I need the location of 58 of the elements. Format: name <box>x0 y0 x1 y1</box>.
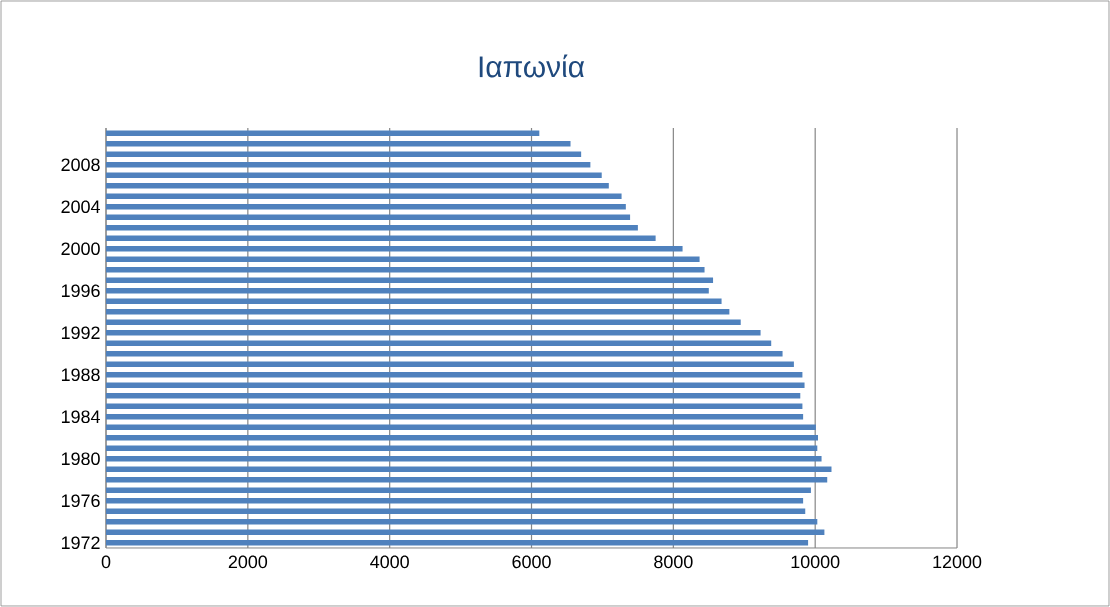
bar <box>106 203 626 210</box>
bar <box>106 287 709 294</box>
bar <box>106 277 714 283</box>
bar <box>106 319 741 325</box>
bar <box>106 140 571 147</box>
bar <box>106 130 540 136</box>
bar <box>106 445 818 451</box>
bar <box>106 329 761 336</box>
x-tick-label: 4000 <box>370 555 409 569</box>
bar <box>106 424 816 430</box>
bar <box>106 151 582 157</box>
bar <box>106 266 705 273</box>
bar <box>106 224 638 231</box>
bar <box>106 308 730 315</box>
y-tick-label: 2000 <box>61 242 100 256</box>
bar <box>106 350 783 357</box>
bar <box>106 518 818 525</box>
bar <box>106 361 794 367</box>
x-tick-label: 12000 <box>933 555 982 569</box>
bar <box>106 497 804 504</box>
x-tick-label: 8000 <box>654 555 693 569</box>
bar <box>106 371 803 378</box>
y-tick-label: 1992 <box>61 326 100 340</box>
x-tick-label: 10000 <box>791 555 840 569</box>
bar <box>106 529 825 535</box>
bar <box>106 298 722 304</box>
bar <box>106 434 819 441</box>
bar <box>106 182 609 189</box>
bar <box>106 235 656 241</box>
bar <box>106 193 622 199</box>
y-tick-label: 1980 <box>61 452 100 466</box>
y-tick-label: 2004 <box>61 200 100 214</box>
bar <box>106 245 683 252</box>
chart-title: Ιαπωνία <box>479 54 585 78</box>
bar <box>106 466 832 472</box>
y-tick-label: 1984 <box>61 410 100 424</box>
x-tick-label: 6000 <box>512 555 551 569</box>
bar <box>106 382 805 388</box>
y-tick-label: 1996 <box>61 284 100 298</box>
bar <box>106 161 591 168</box>
bar <box>106 455 822 462</box>
bar <box>106 476 828 483</box>
bar <box>106 392 801 399</box>
bar <box>106 256 700 262</box>
y-tick-label: 1976 <box>61 494 100 508</box>
bar <box>106 340 772 346</box>
bar <box>106 413 804 420</box>
x-tick-label: 0 <box>101 555 111 569</box>
y-tick-label: 2008 <box>61 158 100 172</box>
bar <box>106 403 803 409</box>
bar <box>106 539 809 546</box>
bar <box>106 214 631 220</box>
y-tick-label: 1972 <box>61 536 100 550</box>
bar <box>106 508 806 514</box>
y-tick-label: 1988 <box>61 368 100 382</box>
bar <box>106 487 811 493</box>
x-tick-label: 2000 <box>228 555 268 569</box>
bar <box>106 172 602 178</box>
